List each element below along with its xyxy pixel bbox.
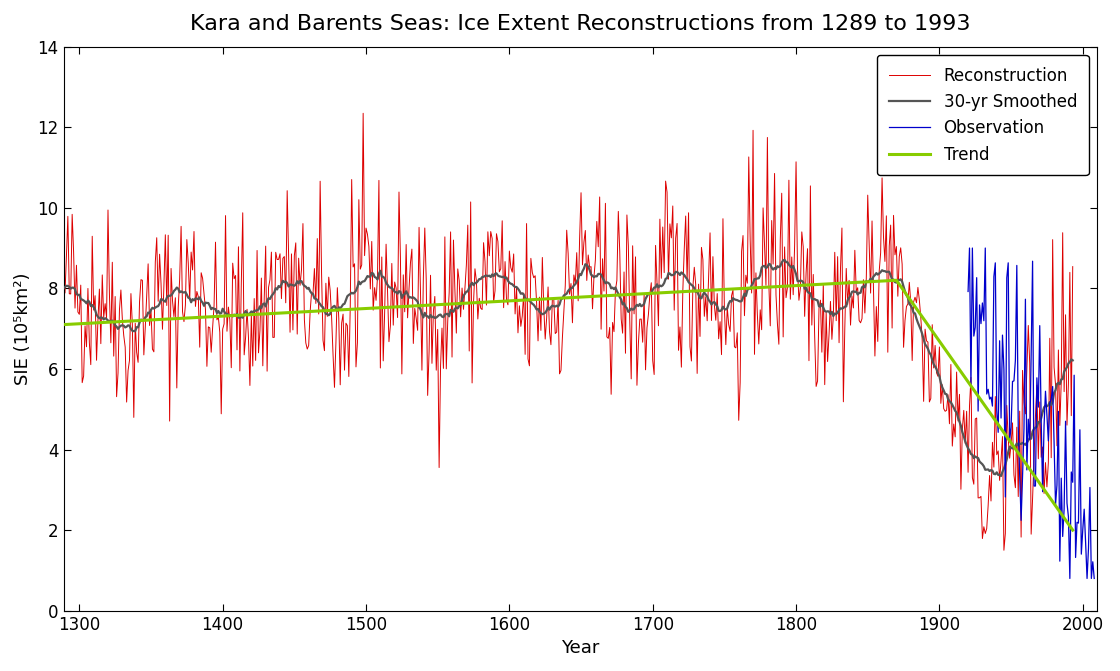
30-yr Smoothed [1036, 408, 1049, 416]
30-yr Smoothed [492, 272, 505, 280]
Y-axis label: SIE (10⁵km²): SIE (10⁵km²) [13, 272, 31, 385]
Line: Trend: Trend [64, 280, 1073, 530]
Trend [692, 287, 706, 295]
Title: Kara and Barents Seas: Ice Extent Reconstructions from 1289 to 1993: Kara and Barents Seas: Ice Extent Recons… [190, 14, 971, 34]
Reconstruction [356, 109, 370, 117]
Observation [1063, 574, 1076, 582]
Trend [889, 276, 903, 285]
Observation [1076, 526, 1090, 534]
Observation [961, 287, 974, 295]
Trend [492, 297, 505, 305]
Trend [1035, 481, 1048, 489]
30-yr Smoothed [510, 283, 523, 291]
Trend [438, 301, 451, 309]
Line: 30-yr Smoothed: 30-yr Smoothed [64, 260, 1073, 476]
Reconstruction [511, 329, 524, 337]
Reconstruction [1066, 262, 1080, 270]
Observation [976, 299, 989, 307]
30-yr Smoothed [57, 285, 71, 293]
Reconstruction [693, 332, 707, 340]
Observation [1027, 482, 1040, 490]
Reconstruction [439, 365, 452, 373]
30-yr Smoothed [995, 472, 1008, 480]
Trend [1066, 526, 1080, 534]
30-yr Smoothed [1066, 356, 1080, 364]
X-axis label: Year: Year [561, 639, 599, 657]
Reconstruction [1036, 443, 1049, 451]
Observation [1088, 574, 1101, 582]
30-yr Smoothed [778, 256, 792, 264]
Line: Reconstruction: Reconstruction [64, 113, 1073, 550]
Reconstruction [997, 546, 1010, 554]
Line: Observation: Observation [968, 248, 1094, 578]
30-yr Smoothed [69, 290, 83, 298]
Observation [1011, 423, 1025, 431]
Reconstruction [57, 263, 71, 271]
Legend: Reconstruction, 30-yr Smoothed, Observation, Trend: Reconstruction, 30-yr Smoothed, Observat… [877, 55, 1089, 175]
Trend [510, 297, 523, 305]
Reconstruction [493, 268, 506, 276]
Observation [979, 244, 992, 252]
Observation [963, 244, 977, 252]
30-yr Smoothed [692, 291, 706, 299]
Observation [989, 259, 1002, 267]
Reconstruction [69, 261, 83, 269]
30-yr Smoothed [438, 311, 451, 319]
Trend [57, 321, 71, 329]
Trend [69, 320, 83, 328]
